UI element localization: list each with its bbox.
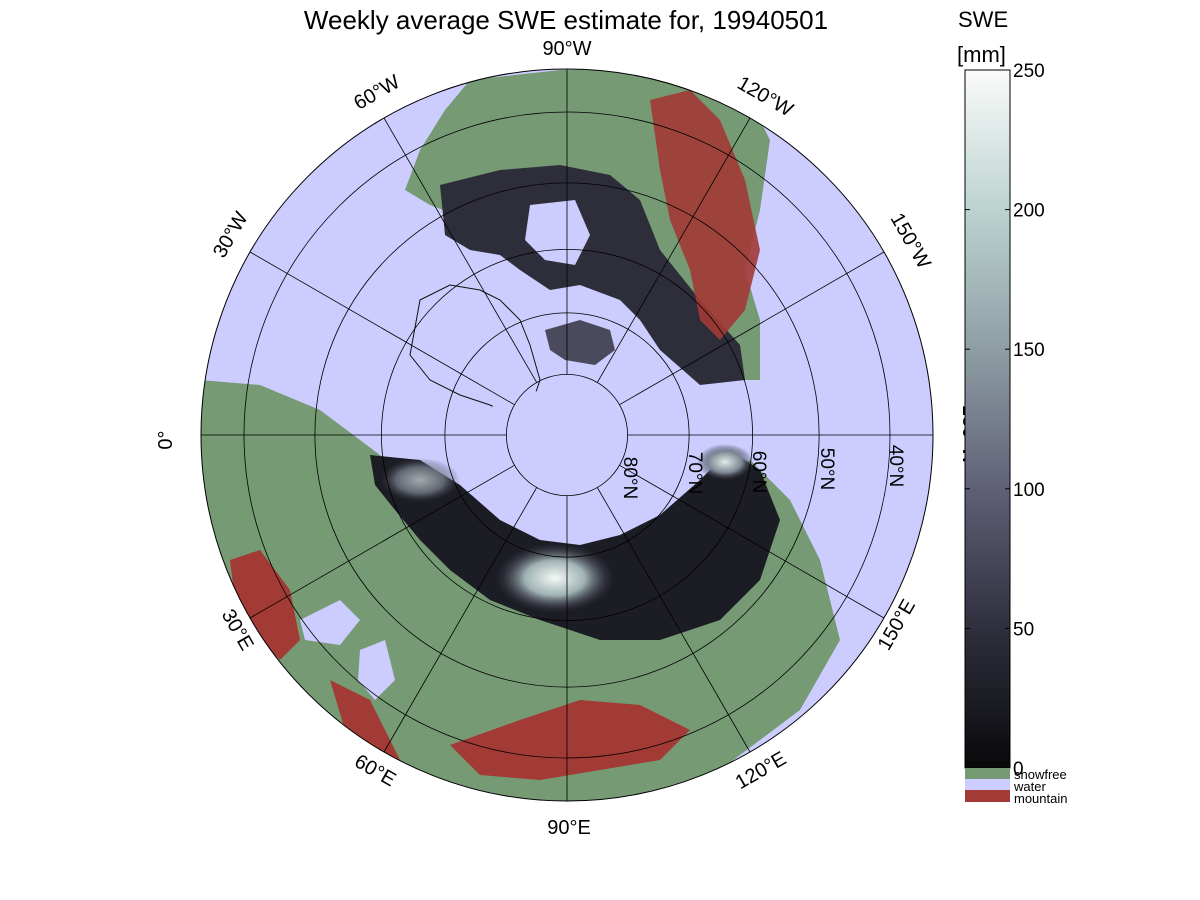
hudson-bay [525,200,590,265]
rocky-mountains [650,90,760,340]
lat-label-40n: 40°N [885,445,906,487]
colorbar-label-unit: [mm] [957,42,1006,67]
arctic-ocean-ice [470,390,660,520]
colorbar-ticks: 0 50 100 150 200 250 [965,61,1045,780]
polar-map [200,68,934,802]
colorbar-label-swe: SWE [958,7,1008,32]
colorbar-tick-label-250: 250 [1013,61,1045,82]
caspian-sea [358,640,395,700]
lon-label-60w: 60°W [350,71,404,115]
colorbar-tick-label-100: 100 [1013,480,1045,501]
colorbar-tick-label-150: 150 [1013,340,1045,361]
meridian-line [249,464,515,619]
colorbar-tick-label-0: 0 [1013,759,1024,780]
meridian-lines [201,69,933,801]
lon-label-90e: 90°E [547,817,591,839]
north-america-snow [440,165,745,385]
latitude-labels: 80°N 70°N 60°N 50°N 40°N [619,445,906,499]
map-border [200,68,934,802]
colorbar-tick-label-200: 200 [1013,201,1045,222]
scandinavia-swe [380,458,460,502]
map-title: Weekly average SWE estimate for, 1994050… [304,5,828,35]
kamchatka-high-swe [697,444,753,480]
lon-label-30w: 30°W [209,208,253,262]
meridian-line [619,251,885,406]
meridian-line [619,464,885,619]
colorbar-gradient [964,69,1011,769]
lon-label-90w: 90°W [542,38,591,60]
legend-label-mountain: mountain [1014,791,1067,806]
meridian-line [383,487,538,753]
canadian-archipelago [545,320,615,365]
ural-mountains [330,680,400,770]
siberia-high-swe [495,543,615,613]
lat-label-50n: 50°N [816,448,837,490]
meridian-line [596,117,751,383]
meridian-line [249,251,515,406]
lat-label-70n: 70°N [684,452,705,494]
lat-label-80n: 80°N [619,457,640,499]
legend-label-snowfree: snowfree [1014,767,1067,782]
alps-mountains [230,550,300,660]
colorbar-tick-label-50: 50 [1013,619,1034,640]
black-sea [300,600,360,645]
meridian-line [383,117,538,383]
asia-mountains [450,700,690,780]
lon-label-0: 0° [155,430,177,449]
legend-swatch-mountain [965,790,1010,802]
lat-label-60n: 60°N [748,451,769,493]
legend-swatch-water [965,779,1010,790]
legend-swatch-snowfree [965,768,1010,779]
lon-label-150w: 150°W [886,209,935,272]
eurasia-snow [370,450,780,640]
meridian-line [596,487,751,753]
legend-label-water: water [1013,779,1046,794]
